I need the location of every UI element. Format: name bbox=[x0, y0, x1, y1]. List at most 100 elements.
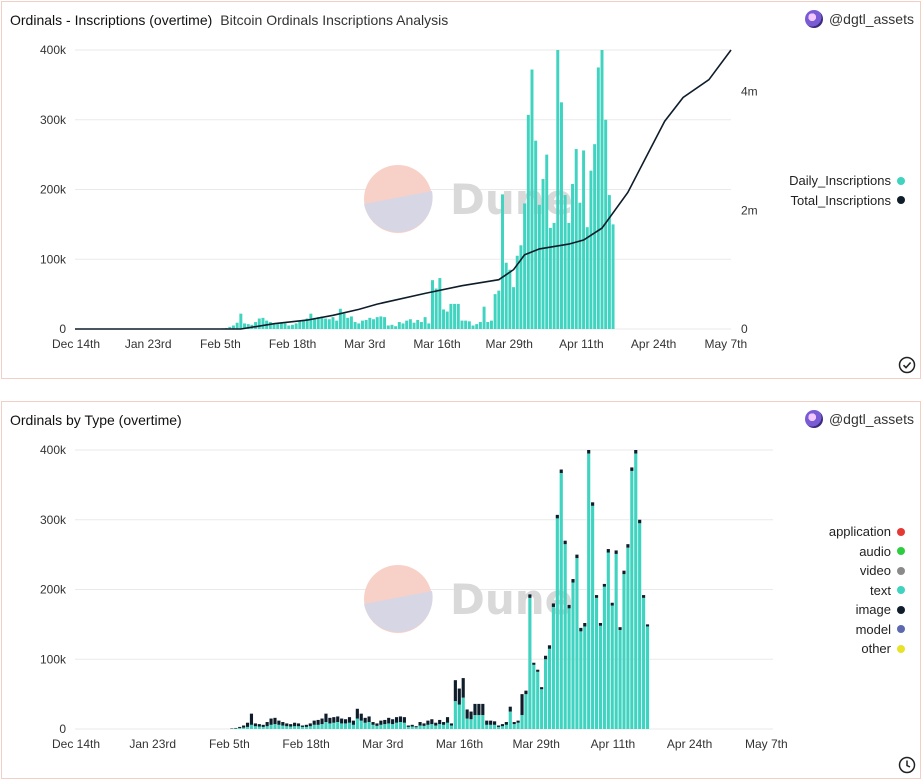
legend-swatch bbox=[897, 625, 905, 634]
daily-bar bbox=[408, 319, 412, 329]
text-bar bbox=[547, 648, 552, 729]
daily-bar bbox=[279, 322, 283, 329]
legend-label: image bbox=[855, 602, 891, 618]
image-bar bbox=[477, 703, 481, 716]
image-bar bbox=[289, 724, 293, 727]
image-bar bbox=[473, 703, 477, 716]
text-bar bbox=[606, 552, 610, 729]
text-bar bbox=[442, 724, 446, 729]
y-right-tick-label: 2m bbox=[741, 203, 758, 217]
legend-item[interactable]: application bbox=[762, 522, 905, 542]
image-bar bbox=[398, 716, 403, 723]
text-bar bbox=[426, 724, 430, 729]
image-bar bbox=[363, 717, 367, 723]
text-bar bbox=[277, 724, 281, 729]
image-bar bbox=[512, 722, 516, 725]
image-bar bbox=[618, 627, 622, 630]
text-bar bbox=[245, 726, 250, 729]
text-bar bbox=[422, 725, 426, 729]
x-tick-label: Jan 23rd bbox=[129, 737, 176, 751]
daily-bar bbox=[578, 202, 582, 329]
image-bar bbox=[626, 544, 630, 548]
text-bar bbox=[493, 724, 497, 729]
author-link[interactable]: @dgtl_assets bbox=[804, 410, 914, 428]
text-bar bbox=[555, 518, 559, 729]
image-bar bbox=[320, 718, 324, 725]
x-tick-label: Dec 14th bbox=[52, 737, 100, 751]
daily-bar bbox=[235, 322, 239, 329]
text-bar bbox=[571, 582, 575, 729]
image-bar bbox=[594, 595, 599, 598]
image-bar bbox=[485, 720, 489, 725]
image-bar bbox=[285, 723, 289, 727]
avatar bbox=[804, 410, 823, 428]
legend-item[interactable]: audio bbox=[762, 542, 905, 562]
x-tick-label: Mar 3rd bbox=[362, 737, 403, 751]
y-tick-label: 400k bbox=[40, 443, 67, 457]
text-bar bbox=[300, 726, 305, 729]
legend-item[interactable]: Daily_Inscriptions bbox=[742, 171, 905, 191]
image-bar bbox=[383, 719, 387, 725]
y-tick-label: 0 bbox=[59, 322, 66, 336]
daily-bar bbox=[563, 195, 567, 329]
image-bar bbox=[630, 467, 634, 471]
y-tick-label: 100k bbox=[40, 252, 67, 266]
legend-label: video bbox=[859, 563, 891, 579]
x-tick-label: Dec 14th bbox=[52, 337, 100, 351]
text-bar bbox=[563, 544, 567, 729]
daily-bar bbox=[504, 262, 508, 329]
text-bar bbox=[449, 725, 454, 729]
image-bar bbox=[500, 724, 504, 727]
text-bar bbox=[359, 720, 363, 729]
image-bar bbox=[332, 717, 336, 723]
watermark-text: Dune bbox=[450, 175, 573, 224]
legend-item[interactable]: image bbox=[762, 600, 905, 620]
image-bar bbox=[277, 720, 281, 725]
legend-item[interactable]: Total_Inscriptions bbox=[742, 191, 905, 211]
text-bar bbox=[269, 724, 273, 729]
daily-bar bbox=[482, 306, 486, 329]
daily-bar bbox=[600, 50, 604, 329]
text-bar bbox=[316, 724, 320, 729]
legend-item[interactable]: other bbox=[762, 639, 905, 659]
daily-bar bbox=[530, 69, 534, 329]
daily-bar bbox=[327, 319, 331, 329]
clock-icon[interactable] bbox=[898, 756, 916, 774]
text-bar bbox=[610, 605, 614, 729]
image-bar bbox=[391, 719, 395, 725]
daily-bar bbox=[427, 323, 431, 329]
image-bar bbox=[461, 678, 465, 698]
image-bar bbox=[308, 723, 312, 727]
daily-bar bbox=[460, 320, 464, 329]
image-bar bbox=[249, 713, 254, 725]
image-bar bbox=[296, 723, 301, 727]
legend-item[interactable]: model bbox=[762, 620, 905, 640]
daily-bar bbox=[331, 317, 335, 329]
image-bar bbox=[336, 716, 340, 723]
image-bar bbox=[551, 603, 555, 607]
check-circle-icon[interactable] bbox=[898, 356, 916, 374]
daily-bar bbox=[401, 323, 405, 329]
text-bar bbox=[532, 664, 536, 729]
text-bar bbox=[602, 586, 606, 729]
legend-swatch bbox=[897, 527, 905, 536]
daily-bar bbox=[526, 114, 530, 330]
text-bar bbox=[508, 711, 512, 729]
text-bar bbox=[528, 597, 532, 729]
author-link[interactable]: @dgtl_assets bbox=[804, 10, 914, 28]
daily-bar bbox=[276, 324, 280, 329]
x-tick-label: May 7th bbox=[745, 737, 788, 751]
text-bar bbox=[500, 726, 504, 729]
text-bar bbox=[583, 626, 587, 729]
legend-item[interactable]: video bbox=[762, 561, 905, 581]
image-bar bbox=[344, 719, 348, 724]
text-bar bbox=[257, 726, 261, 729]
daily-bar bbox=[515, 255, 519, 329]
text-bar bbox=[414, 727, 418, 729]
daily-bar bbox=[467, 321, 471, 329]
daily-bar bbox=[246, 324, 250, 329]
legend-item[interactable]: text bbox=[762, 581, 905, 601]
y-right-tick-label: 4m bbox=[741, 85, 758, 99]
image-bar bbox=[602, 583, 606, 587]
text-bar bbox=[418, 725, 422, 729]
